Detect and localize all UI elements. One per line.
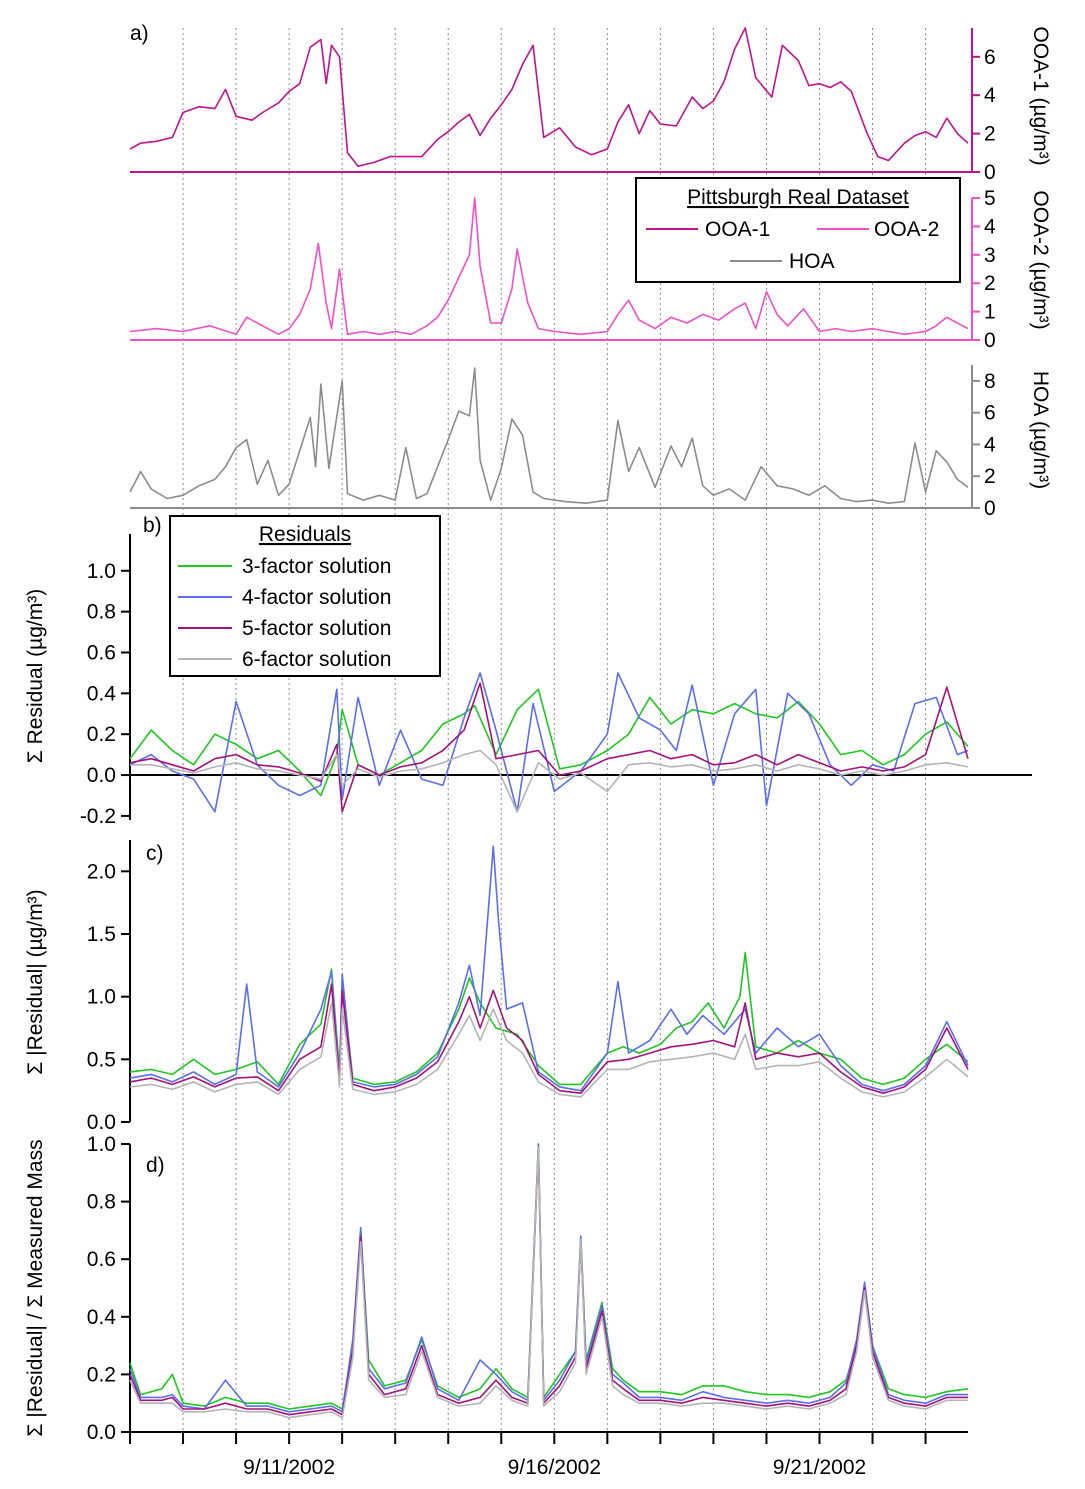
legend-label-ooa-2: OOA-2 (874, 218, 939, 241)
y-tick-label: 1.0 (87, 986, 116, 1009)
panel-b-legend: Residuals 3-factor solution 4-factor sol… (169, 515, 441, 677)
series-line-ooa-1 (129, 27, 969, 167)
panel-b-series (129, 672, 969, 813)
y-axis-title: Σ |Residual| / Σ Measured Mass (24, 1139, 47, 1436)
track-tick-label: 4 (984, 215, 996, 238)
y-tick-label: 0.4 (87, 682, 117, 705)
y-tick-label: 0.8 (87, 601, 116, 624)
track-tick-label: 2 (984, 465, 996, 488)
track-tick-label: 8 (984, 370, 996, 393)
panel-b-label: b) (143, 514, 162, 537)
panel-b-y-axis: -0.2 0.0 0.2 0.4 0.6 0.8 1.0 Σ Residual (µg/m³) (24, 534, 1032, 828)
track-axis-title: OOA-2 (µg/m³) (1029, 190, 1052, 329)
x-axis: 9/11/2002 9/16/2002 9/21/2002 (129, 1431, 968, 1479)
y-tick-label: 0.0 (87, 1421, 116, 1444)
panel-b: -0.2 0.0 0.2 0.4 0.6 0.8 1.0 Σ Residual (µg/m³)… (24, 514, 1032, 828)
series-line-3-factor (129, 952, 969, 1086)
y-tick-label: -0.2 (80, 805, 116, 828)
series-line-4-factor (129, 672, 969, 813)
panel-c-label: c) (146, 842, 164, 865)
y-tick-label: 0.8 (87, 1191, 116, 1214)
panel-d-series (129, 1143, 969, 1419)
y-tick-label: 0.5 (87, 1048, 116, 1071)
legend-title: Pittsburgh Real Dataset (687, 186, 909, 209)
series-line-5-factor (129, 682, 969, 813)
track-tick-label: 4 (984, 84, 996, 107)
y-tick-label: 0.0 (87, 1111, 116, 1134)
y-tick-label: 1.0 (87, 1133, 116, 1156)
y-tick-label: 1.5 (87, 923, 116, 946)
panel-d-y-axis: 0.0 0.2 0.4 0.6 0.8 1.0 Σ |Residual| / Σ Measu… (24, 1133, 131, 1444)
legend-label-ooa-1: OOA-1 (705, 218, 770, 241)
legend-label-5-factor: 5-factor solution (242, 617, 391, 640)
series-line-5-factor (129, 1149, 968, 1416)
legend-label-4-factor: 4-factor solution (242, 586, 391, 609)
x-tick-label: 9/11/2002 (243, 1456, 335, 1479)
y-tick-label: 0.6 (87, 1248, 116, 1271)
panel-a-tracks: 0 2 4 6 OOA-1 (µg/m³) 0 1 2 3 4 5 OOA-2 (µg/m³) 0 2 4 6… (129, 26, 1052, 520)
legend-label-6-factor: 6-factor solution (242, 648, 391, 671)
y-tick-label: 0.2 (87, 1363, 116, 1386)
track-tick-label: 3 (984, 244, 996, 267)
x-tick-label: 9/21/2002 (773, 1456, 866, 1479)
panel-c-series (129, 845, 969, 1098)
track-tick-label: 2 (984, 123, 996, 146)
track-tick-label: 2 (984, 272, 996, 295)
y-axis-title: Σ Residual (µg/m³) (24, 589, 47, 763)
track-tick-label: 5 (984, 187, 996, 210)
panel-d: 0.0 0.2 0.4 0.6 0.8 1.0 Σ |Residual| / Σ Measu… (24, 1133, 969, 1444)
series-line-ooa-2 (129, 197, 969, 336)
panel-d-label: d) (146, 1154, 165, 1177)
series-line-5-factor (129, 983, 969, 1094)
x-tick-label: 9/16/2002 (508, 1456, 601, 1479)
series-line-6-factor (129, 1146, 968, 1419)
series-line-3-factor (129, 688, 969, 797)
series-line-hoa (129, 367, 969, 504)
track-tick-label: 0 (984, 161, 996, 184)
y-tick-label: 0.0 (87, 764, 116, 787)
legend-label-hoa: HOA (789, 250, 835, 273)
panel-c: 0.0 0.5 1.0 1.5 2.0 Σ |Residual| (µg/m³) c) (24, 840, 969, 1134)
y-tick-label: 0.4 (87, 1306, 117, 1329)
legend-title: Residuals (259, 523, 351, 546)
series-line-4-factor (129, 845, 969, 1092)
series-line-3-factor (129, 1143, 969, 1410)
y-axis-title: Σ |Residual| (µg/m³) (24, 889, 47, 1074)
track-tick-label: 0 (984, 497, 996, 520)
legend-label-3-factor: 3-factor solution (242, 555, 391, 578)
track-tick-label: 6 (984, 402, 996, 425)
track-tick-label: 6 (984, 46, 996, 69)
track-tick-label: 1 (984, 301, 996, 324)
track-axis-title: OOA-1 (µg/m³) (1029, 26, 1052, 165)
series-line-6-factor (129, 1002, 969, 1098)
series-line-6-factor (130, 749, 969, 813)
y-tick-label: 1.0 (87, 560, 116, 583)
track-tick-label: 4 (984, 433, 996, 456)
series-line-4-factor (129, 1143, 968, 1413)
track-axis-title: HOA (µg/m³) (1029, 371, 1052, 489)
y-tick-label: 0.2 (87, 723, 116, 746)
panel-a-legend: Pittsburgh Real Dataset OOA-1 OOA-2 HOA (635, 177, 961, 283)
y-tick-label: 0.6 (87, 641, 116, 664)
y-tick-label: 2.0 (87, 860, 116, 883)
track-tick-label: 0 (984, 329, 996, 352)
panel-a-label: a) (130, 22, 149, 45)
panel-c-y-axis: 0.0 0.5 1.0 1.5 2.0 Σ |Residual| (µg/m³) (24, 840, 131, 1134)
